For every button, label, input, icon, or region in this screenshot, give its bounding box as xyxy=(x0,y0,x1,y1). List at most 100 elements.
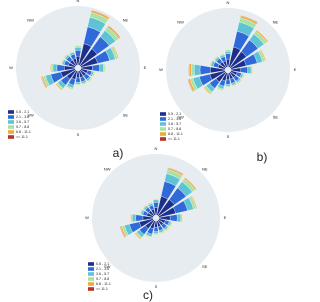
direction-label: W xyxy=(9,65,13,70)
wind-segment xyxy=(142,204,147,209)
legend-swatch xyxy=(8,120,14,124)
wind-segment xyxy=(50,63,52,73)
wind-segment xyxy=(74,47,82,51)
wind-segment xyxy=(81,82,88,86)
direction-label: NW xyxy=(104,166,111,171)
wind-segment xyxy=(119,226,126,238)
wind-segment xyxy=(165,227,170,232)
wind-segment xyxy=(87,77,93,83)
wind-segment xyxy=(112,45,119,59)
legend-swatch xyxy=(160,137,166,141)
legend-swatch xyxy=(88,277,94,281)
wind-segment xyxy=(99,63,104,73)
legend-swatch xyxy=(88,272,94,276)
wind-segment xyxy=(240,15,258,24)
direction-label: W xyxy=(85,215,89,220)
legend-swatch xyxy=(160,132,166,136)
legend-swatch xyxy=(8,115,14,119)
wind-segment xyxy=(187,79,194,93)
wind-segment xyxy=(134,232,142,240)
legend-label: >= 11.1 xyxy=(16,135,28,139)
legend-label: 3.6 - 5.7 xyxy=(96,272,109,276)
legend-swatch xyxy=(8,135,14,139)
direction-label: NE xyxy=(123,18,129,23)
caption: c) xyxy=(143,288,153,302)
direction-label: E xyxy=(224,215,227,220)
wind-segment xyxy=(63,53,69,59)
direction-label: S xyxy=(77,132,80,137)
wind-segment xyxy=(144,235,152,239)
wind-segment xyxy=(199,65,211,75)
direction-label: SW xyxy=(27,112,34,117)
legend-swatch xyxy=(88,262,94,266)
legend-label: 5.7 - 8.8 xyxy=(168,127,181,131)
wind-segment xyxy=(224,49,232,51)
wind-segment xyxy=(176,213,182,223)
wind-segment xyxy=(190,63,195,77)
legend-swatch xyxy=(88,287,94,291)
legend-swatch xyxy=(160,127,166,131)
wind-segment xyxy=(224,86,232,88)
wind-segment xyxy=(129,213,132,223)
direction-label: NW xyxy=(27,18,34,23)
direction-label: N xyxy=(227,0,230,5)
wind-segment xyxy=(74,84,82,86)
wind-segment xyxy=(56,64,65,72)
wind-segment xyxy=(255,29,269,43)
wind-segment xyxy=(216,87,224,92)
wind-segment xyxy=(169,221,173,228)
wind-segment xyxy=(152,234,160,236)
wind-segment xyxy=(213,55,219,61)
direction-label: S xyxy=(227,134,230,139)
legend-swatch xyxy=(8,125,14,129)
wind-segment xyxy=(52,63,58,73)
legend-swatch xyxy=(160,117,166,121)
legend-label: 8.8 - 11.1 xyxy=(96,282,111,286)
legend-label: 0.5 - 2.1 xyxy=(16,110,29,114)
wind-segment xyxy=(218,53,225,56)
wind-segment xyxy=(153,231,159,234)
legend-label: 3.6 - 5.7 xyxy=(168,122,181,126)
wind-segment xyxy=(203,86,212,95)
legend-label: 8.8 - 11.1 xyxy=(16,130,31,134)
wind-segment xyxy=(159,231,166,235)
wind-segment xyxy=(242,73,245,80)
wind-segment xyxy=(247,66,252,74)
legend-swatch xyxy=(160,112,166,116)
wind-segment xyxy=(153,202,159,208)
wind-segment xyxy=(169,214,178,222)
wind-segment xyxy=(75,77,81,83)
legend-label: 8.8 - 11.1 xyxy=(168,132,183,136)
wind-segment xyxy=(132,213,137,223)
direction-label: W xyxy=(159,67,163,72)
legend-label: 3.6 - 5.7 xyxy=(16,120,29,124)
wind-segment xyxy=(193,64,201,76)
legend-swatch xyxy=(8,110,14,114)
wind-segment xyxy=(225,83,231,87)
wind-segment xyxy=(107,25,121,39)
direction-label: N xyxy=(155,146,158,151)
wind-segment xyxy=(181,213,184,223)
legend-label: 2.1 - 3.6 xyxy=(96,267,109,271)
wind-segment xyxy=(91,9,110,19)
polar-background xyxy=(92,154,220,282)
wind-segment xyxy=(153,227,159,232)
wind-segment xyxy=(139,208,143,215)
wind-segment xyxy=(91,64,100,72)
direction-label: SW xyxy=(177,114,184,119)
wind-segment xyxy=(146,201,153,205)
legend-label: >= 11.1 xyxy=(168,137,180,141)
wind-segment xyxy=(259,49,267,62)
direction-label: SE xyxy=(123,112,129,117)
wind-segment xyxy=(224,51,232,55)
legend-label: >= 11.1 xyxy=(96,287,108,291)
polar-background xyxy=(16,6,140,130)
wind-segment xyxy=(252,65,254,75)
direction-label: SE xyxy=(273,114,279,119)
wind-segment xyxy=(240,66,248,74)
wind-segment xyxy=(92,71,96,78)
legend-label: 0.5 - 2.1 xyxy=(168,112,181,116)
wind-segment xyxy=(237,79,243,85)
caption: b) xyxy=(257,150,268,164)
